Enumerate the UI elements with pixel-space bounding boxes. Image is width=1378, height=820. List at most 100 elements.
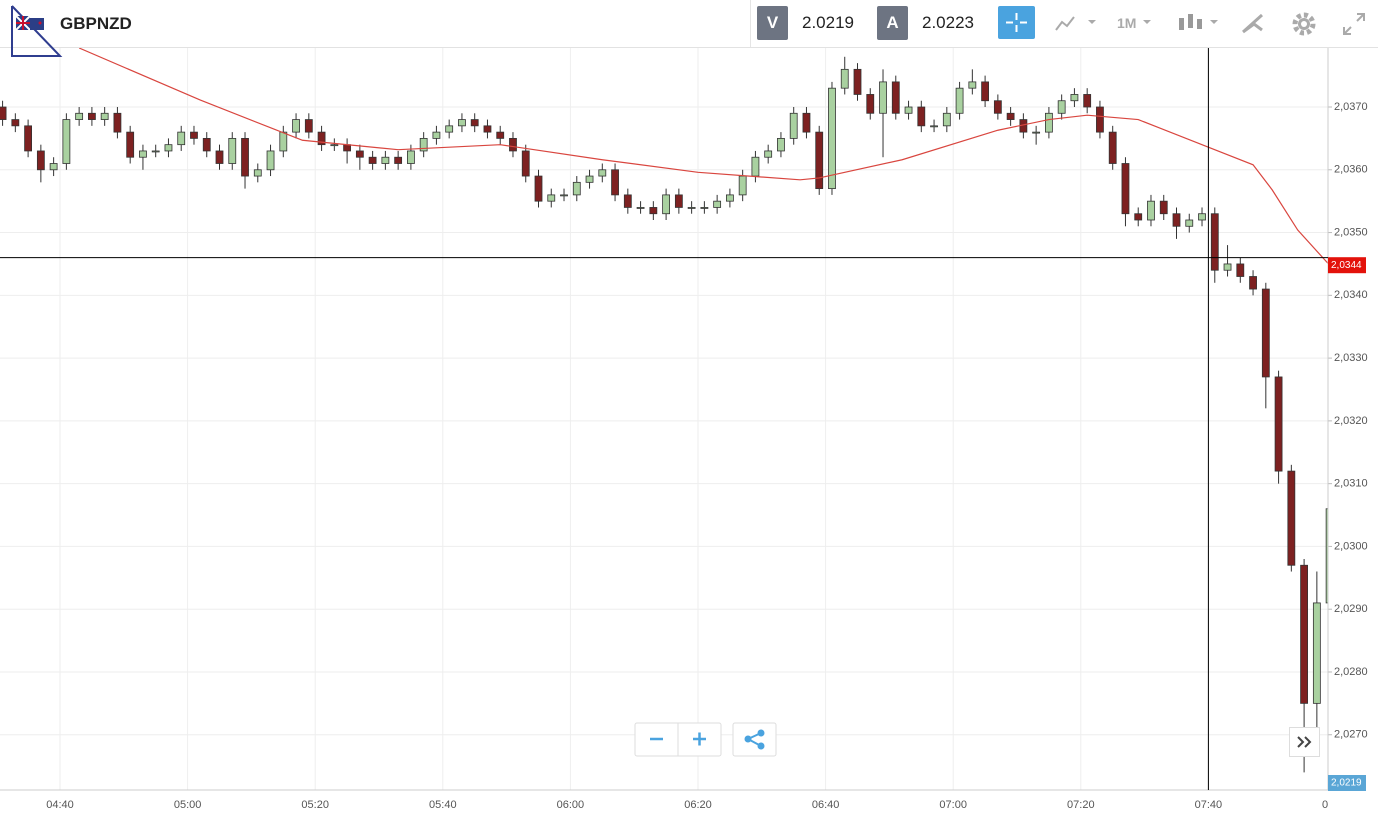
candle-body — [1172, 213, 1181, 227]
candle-body — [228, 137, 237, 164]
candle-body — [49, 163, 58, 171]
candle-body — [215, 150, 224, 164]
draw-button[interactable] — [1240, 10, 1268, 38]
candle-body — [802, 112, 811, 133]
candle-body — [585, 175, 594, 183]
candle-body — [496, 131, 505, 139]
candle-body — [968, 81, 977, 89]
candle-body — [623, 194, 632, 208]
bid-price[interactable]: 2.0219 — [802, 13, 854, 32]
candle-body — [1312, 602, 1321, 704]
candle-body — [547, 194, 556, 202]
candle-body — [458, 119, 466, 127]
candle-body — [1249, 276, 1257, 290]
zoom-controls — [634, 722, 777, 757]
candle-body — [904, 106, 913, 114]
candle-body — [777, 137, 785, 152]
candle-body — [100, 112, 109, 120]
candle-body — [981, 81, 989, 102]
candle-body — [202, 137, 211, 152]
x-tick-label: 06:20 — [684, 799, 712, 811]
dropdown-arrow — [1143, 20, 1151, 24]
candle-body — [917, 106, 926, 127]
candle-body — [88, 112, 96, 120]
candle-body — [1083, 94, 1092, 108]
candle-body — [828, 87, 836, 190]
candle-body — [304, 119, 313, 133]
candle-body — [649, 207, 658, 215]
x-tick-label: 0 — [1322, 799, 1328, 811]
candle-body — [432, 131, 441, 139]
ma-label: 2,0344 — [1331, 260, 1362, 271]
candle-body — [1108, 131, 1117, 164]
scroll-end-button[interactable] — [1289, 727, 1321, 758]
candle-body — [1223, 263, 1232, 271]
candle-body — [36, 150, 45, 171]
symbol: GBPNZD — [60, 14, 132, 33]
x-tick-label: 07:00 — [939, 799, 967, 811]
candle-body — [1121, 163, 1130, 215]
y-tick-label: 2,0340 — [1334, 289, 1368, 301]
candle-body — [445, 125, 454, 133]
y-tick-label: 2,0320 — [1334, 415, 1368, 427]
candle-body — [891, 81, 900, 114]
candle-body — [1236, 263, 1245, 277]
candle-body — [1287, 470, 1296, 566]
candle-body — [942, 112, 951, 127]
candle-body — [930, 125, 938, 128]
y-tick-label: 2,0350 — [1334, 226, 1368, 238]
candle-body — [266, 150, 275, 171]
candle-body — [177, 131, 186, 146]
timeframe[interactable]: 1M — [1117, 15, 1137, 31]
candle-body — [751, 156, 760, 177]
candle-body — [470, 119, 479, 127]
crosshair-button[interactable] — [998, 6, 1035, 39]
candle-body — [598, 169, 607, 177]
settings-button[interactable] — [1290, 10, 1318, 38]
candle-body — [674, 194, 683, 208]
ask-price[interactable]: 2.0223 — [922, 13, 974, 32]
candle-body — [636, 207, 645, 209]
candle-body — [611, 169, 619, 196]
candle-body — [139, 150, 147, 158]
separator — [750, 0, 751, 47]
candles-button[interactable] — [1176, 10, 1224, 38]
y-tick-label: 2,0270 — [1334, 729, 1368, 741]
candle-body — [343, 144, 352, 152]
candle-body — [292, 119, 300, 133]
candle-body — [726, 194, 734, 202]
toolbar: GBPNZD V 2.0219 A 2.0223 1M — [0, 0, 1378, 57]
candle-body — [126, 131, 135, 158]
candle-body — [572, 181, 581, 196]
ask-label[interactable]: A — [877, 6, 908, 40]
candle-body — [509, 137, 517, 152]
candle-body — [24, 125, 33, 152]
candle-body — [1045, 112, 1053, 133]
price-label-bg — [1328, 775, 1366, 791]
candle-body — [483, 125, 492, 133]
moving-average — [78, 48, 1328, 265]
candle-body — [1057, 100, 1066, 114]
y-tick-label: 2,0330 — [1334, 352, 1368, 364]
candle-body — [879, 81, 887, 114]
price-label: 2,0219 — [1331, 778, 1362, 789]
share-button[interactable] — [732, 722, 777, 757]
flag-icon — [16, 16, 44, 30]
candle-body — [534, 175, 543, 202]
candle-body — [1261, 288, 1270, 378]
logo — [11, 5, 63, 57]
candle-body — [955, 87, 964, 114]
y-tick-label: 2,0370 — [1334, 101, 1368, 113]
candle-body — [1006, 112, 1015, 120]
candle-body — [1096, 106, 1104, 133]
candle-body — [355, 150, 364, 158]
bid-label[interactable]: V — [757, 6, 788, 40]
ma-label-bg — [1328, 257, 1366, 274]
y-tick-label: 2,0360 — [1334, 164, 1368, 176]
candle-body — [815, 131, 824, 190]
chart-type-button[interactable] — [1052, 12, 1100, 36]
zoom-in[interactable] — [693, 732, 706, 746]
y-tick-label: 2,0300 — [1334, 540, 1368, 552]
x-tick-label: 06:40 — [812, 799, 840, 811]
fullscreen-button[interactable] — [1340, 10, 1368, 38]
